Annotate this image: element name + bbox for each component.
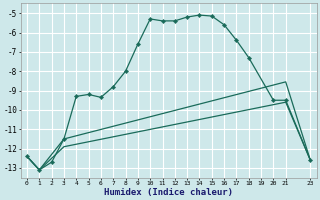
X-axis label: Humidex (Indice chaleur): Humidex (Indice chaleur) xyxy=(104,188,233,197)
